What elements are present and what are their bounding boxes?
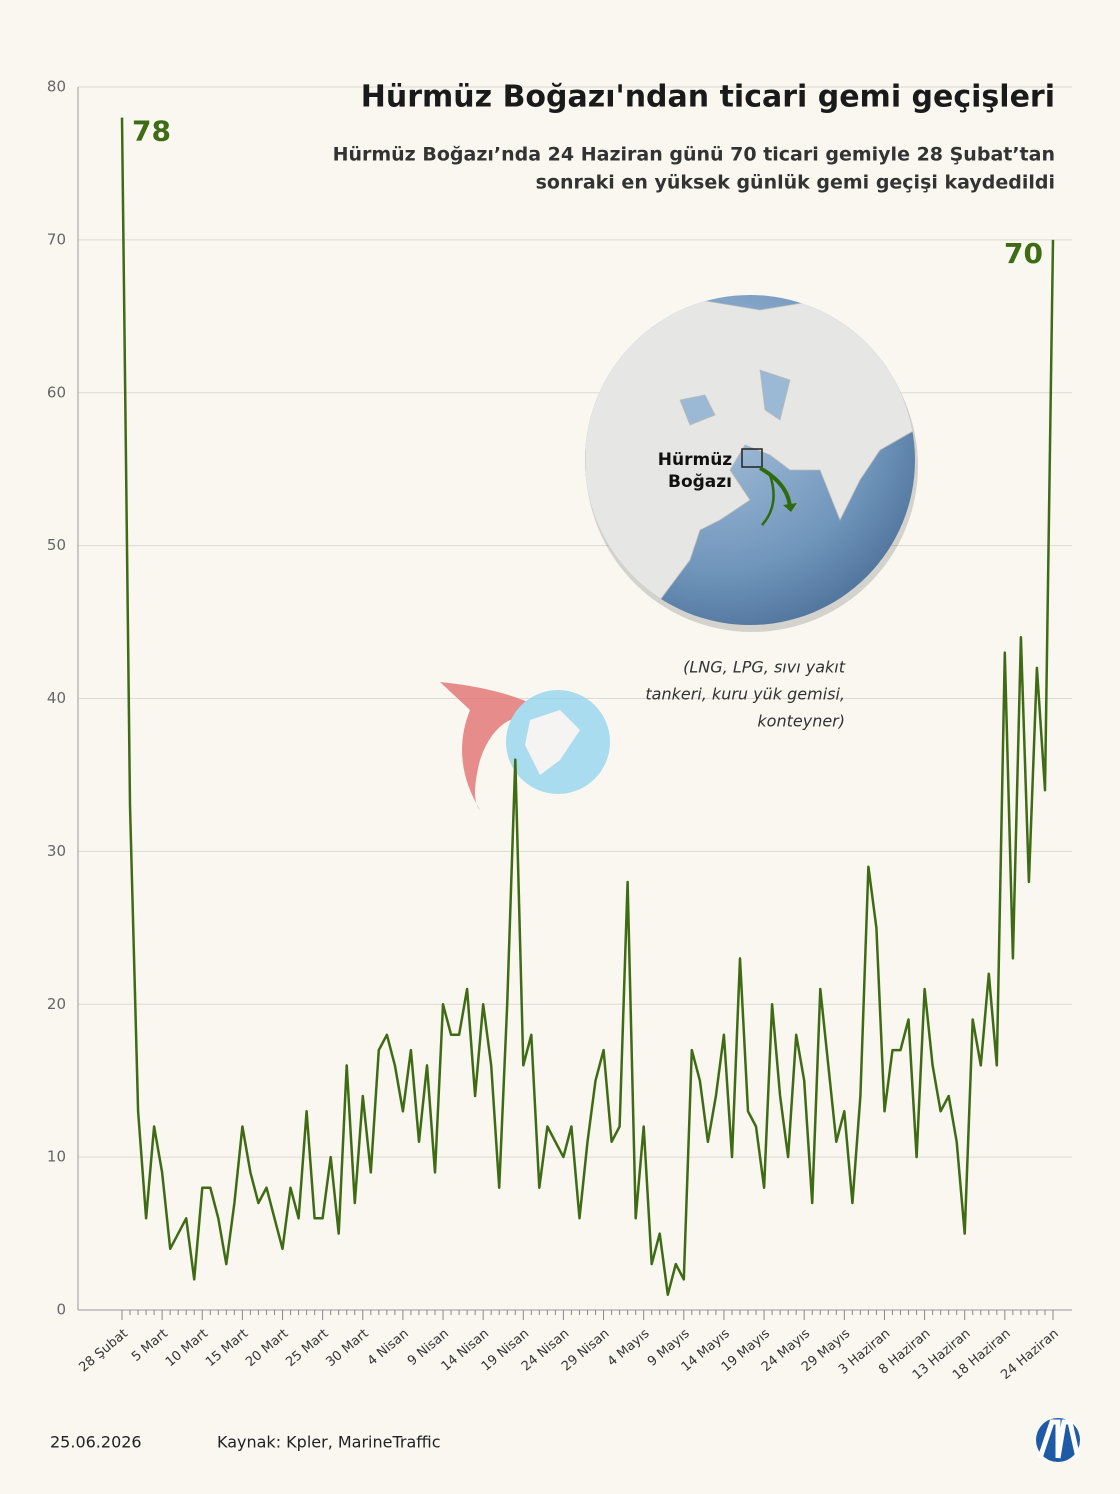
chart-title: Hürmüz Boğazı'ndan ticari gemi geçişleri	[361, 80, 1055, 115]
footer-source: Kaynak: Kpler, MarineTraffic	[217, 1433, 441, 1452]
data-line	[120, 117, 1055, 1296]
y-tick-label: 60	[47, 383, 66, 401]
y-tick-label: 50	[47, 536, 66, 554]
value-label: 78	[132, 115, 171, 148]
note: (LNG, LPG, sıvı yakıt tankeri, kuru yük …	[645, 658, 845, 731]
y-tick-label: 80	[47, 78, 66, 96]
map-label: Hürmüz	[658, 450, 733, 470]
y-tick-label: 70	[47, 230, 66, 248]
footer-date: 25.06.2026	[50, 1433, 142, 1452]
globe: Hürmüz Boğazı	[585, 295, 918, 632]
watermark	[440, 682, 610, 810]
value-label: 70	[1004, 237, 1043, 270]
logo	[1036, 1418, 1081, 1462]
chart-subtitle: Hürmüz Boğazı’nda 24 Haziran günü 70 tic…	[333, 144, 1055, 166]
note-line: konteyner)	[757, 712, 845, 731]
plot: 78 70	[120, 115, 1055, 1296]
y-tick-label: 0	[56, 1301, 66, 1319]
y-tick-label: 40	[47, 689, 66, 707]
y-tick-label: 20	[47, 995, 66, 1013]
y-tick-label: 30	[47, 842, 66, 860]
y-tick-label: 10	[47, 1148, 66, 1166]
map-label: Boğazı	[668, 472, 732, 492]
note-line: (LNG, LPG, sıvı yakıt	[683, 658, 846, 677]
note-line: tankeri, kuru yük gemisi,	[645, 685, 845, 704]
chart-subtitle: sonraki en yüksek günlük gemi geçişi kay…	[536, 172, 1055, 194]
